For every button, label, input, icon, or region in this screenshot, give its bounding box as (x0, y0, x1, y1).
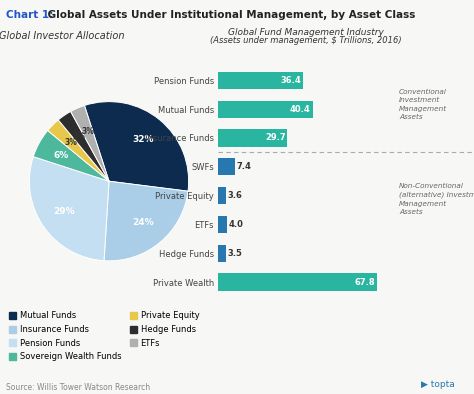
Text: 40.4: 40.4 (290, 105, 310, 113)
Bar (218, 187, 227, 204)
Text: 3%: 3% (72, 132, 85, 141)
Text: Non-Conventional
(alternative) Investment
Management
Assets: Non-Conventional (alternative) Investmen… (399, 183, 474, 215)
Text: 4.0: 4.0 (228, 220, 244, 229)
Bar (218, 245, 226, 262)
Text: (Assets under management, $ Trillions, 2016): (Assets under management, $ Trillions, 2… (210, 36, 401, 45)
Text: 36.4: 36.4 (281, 76, 301, 85)
Text: ▶ topta: ▶ topta (421, 380, 455, 389)
Text: 3.5: 3.5 (228, 249, 242, 258)
Legend: Mutual Funds, Insurance Funds, Pension Funds, Sovereign Wealth Funds, Private Eq: Mutual Funds, Insurance Funds, Pension F… (9, 312, 199, 361)
Text: 24%: 24% (133, 218, 155, 227)
Bar (218, 100, 312, 118)
Wedge shape (71, 106, 109, 181)
Bar (218, 273, 376, 291)
Text: 7.4: 7.4 (237, 162, 251, 171)
Text: Conventional
Investment
Management
Assets: Conventional Investment Management Asset… (399, 89, 447, 120)
Wedge shape (29, 157, 109, 261)
Bar (218, 158, 236, 175)
Text: Global Assets Under Institutional Management, by Asset Class: Global Assets Under Institutional Manage… (44, 10, 415, 20)
Wedge shape (104, 181, 188, 261)
Text: 29.7: 29.7 (265, 134, 286, 143)
Text: 67.8: 67.8 (354, 278, 375, 287)
Text: Source: Willis Tower Watson Research: Source: Willis Tower Watson Research (6, 383, 150, 392)
Text: Global Investor Allocation: Global Investor Allocation (0, 32, 124, 41)
Wedge shape (58, 112, 109, 181)
Wedge shape (33, 130, 109, 181)
Text: 32%: 32% (133, 135, 154, 144)
Text: 3%: 3% (81, 127, 94, 136)
Text: 3%: 3% (64, 138, 77, 147)
Wedge shape (48, 120, 109, 181)
Text: 29%: 29% (54, 207, 75, 216)
Bar (218, 216, 228, 233)
Text: Global Fund Management Industry: Global Fund Management Industry (228, 28, 383, 37)
Bar (218, 129, 288, 147)
Text: Chart 1:: Chart 1: (6, 10, 53, 20)
Bar (218, 72, 303, 89)
Text: 6%: 6% (54, 151, 69, 160)
Text: 3.6: 3.6 (228, 191, 243, 200)
Wedge shape (84, 102, 189, 191)
